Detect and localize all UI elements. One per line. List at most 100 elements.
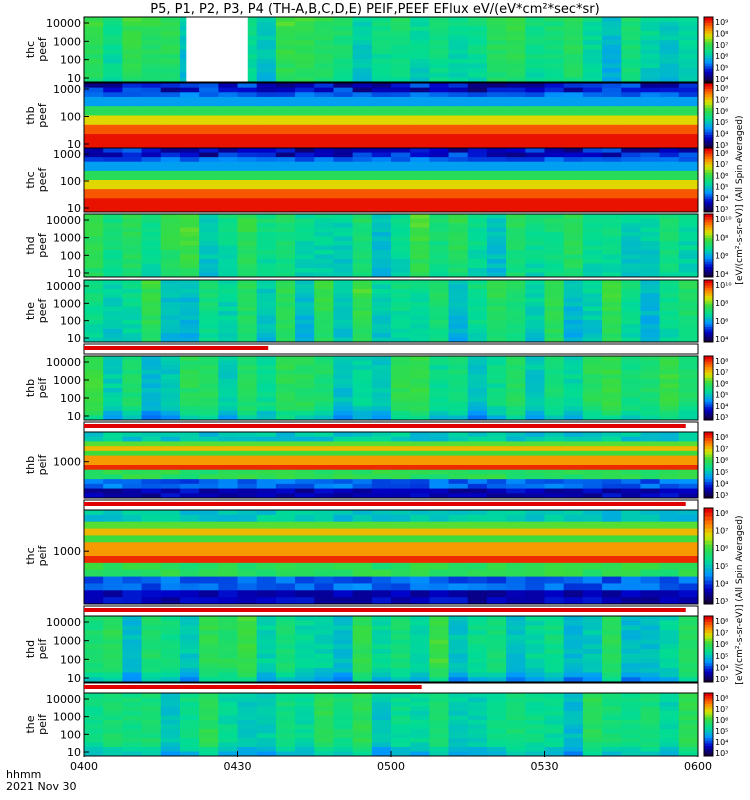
heatmap-cell (84, 576, 104, 584)
heatmap-cell (333, 356, 354, 362)
heatmap-cell (467, 189, 488, 195)
heatmap-cell (525, 83, 545, 89)
heatmap-cell (122, 720, 143, 725)
heatmap-cell (141, 241, 162, 246)
heatmap-cell (256, 115, 277, 121)
colorbar-tick-label: 10⁵ (715, 562, 728, 571)
heatmap-cell (563, 21, 584, 27)
heatmap-cell (84, 365, 104, 371)
heatmap-cell (544, 198, 565, 204)
heatmap-cell (371, 479, 392, 485)
heatmap-cell (295, 639, 315, 645)
heatmap-cell (218, 157, 238, 163)
heatmap-cell (582, 441, 603, 447)
heatmap-cell (391, 40, 411, 46)
heatmap-cell (659, 293, 680, 299)
heatmap-cell (429, 521, 450, 530)
heatmap-cell (333, 106, 354, 112)
heatmap-cell (448, 288, 469, 294)
heatmap-cell (84, 166, 104, 172)
heatmap-cell (448, 583, 469, 591)
heatmap-cell (640, 161, 661, 167)
heatmap-cell (410, 288, 430, 294)
heatmap-cell (640, 143, 661, 149)
heatmap-cell (448, 410, 469, 416)
heatmap-cell (410, 644, 430, 650)
heatmap-cell (179, 724, 200, 730)
heatmap-cell (218, 175, 238, 181)
heatmap-cell (160, 469, 181, 475)
heatmap-cell (448, 17, 469, 23)
heatmap-cell (429, 21, 450, 27)
heatmap-cell (237, 751, 258, 757)
heatmap-cell (160, 68, 181, 74)
heatmap-cell (410, 324, 430, 330)
heatmap-cell (122, 328, 143, 334)
heatmap-cell (160, 250, 181, 255)
heatmap-cell (544, 250, 565, 255)
heatmap-cell (506, 58, 526, 64)
colorbar-segment (704, 459, 713, 463)
colorbar-tick-label: 10⁷ (715, 41, 728, 50)
heatmap-cell (410, 450, 430, 457)
heatmap-cell (333, 124, 354, 130)
heatmap-cell (486, 493, 507, 499)
heatmap-cell (84, 87, 104, 93)
heatmap-cell (237, 542, 258, 550)
heatmap-cell (544, 528, 565, 536)
heatmap-cell (199, 166, 219, 172)
heatmap-cell (506, 319, 526, 325)
heatmap-cell (275, 166, 296, 172)
heatmap-cell (429, 415, 450, 421)
heatmap-cell (602, 49, 622, 55)
heatmap-cell (371, 450, 392, 457)
heatmap-cell (199, 202, 219, 208)
heatmap-cell (141, 667, 162, 674)
heatmap-cell (256, 446, 277, 452)
colorbar-segment (704, 308, 713, 312)
heatmap-cell (506, 406, 526, 412)
heatmap-cell (218, 333, 238, 339)
heatmap-cell (141, 152, 162, 158)
colorbar-segment (704, 68, 713, 72)
heatmap-cell (410, 17, 430, 23)
heatmap-cell (84, 124, 104, 130)
heatmap-cell (429, 302, 450, 308)
heatmap-cell (275, 293, 296, 299)
heatmap-cell (467, 556, 488, 564)
heatmap-cell (256, 747, 277, 752)
panel-frame (83, 16, 699, 83)
heatmap-cell (275, 616, 296, 622)
colorbar-segment (704, 280, 713, 284)
heatmap-cell (160, 189, 181, 195)
heatmap-cell (84, 92, 104, 98)
heatmap-cell (621, 166, 641, 172)
heatmap-cell (84, 388, 104, 394)
heatmap-cell (295, 672, 315, 678)
heatmap-cell (333, 488, 354, 494)
heatmap-cell (467, 250, 488, 255)
heatmap-cell (333, 733, 354, 739)
panel-probe-label: thb (24, 106, 37, 124)
heatmap-cell (410, 232, 430, 237)
heatmap-cell (640, 474, 661, 480)
heatmap-cell (582, 356, 603, 362)
colorbar-segment (704, 732, 713, 736)
heatmap-cell (179, 170, 200, 176)
heatmap-cell (295, 369, 315, 375)
heatmap-cell (506, 542, 526, 550)
heatmap-cell (103, 620, 123, 626)
heatmap-cell (602, 742, 622, 748)
heatmap-cell (256, 319, 277, 325)
heatmap-cell (333, 729, 354, 734)
heatmap-cell (391, 148, 411, 154)
heatmap-cell (295, 40, 315, 46)
heatmap-cell (333, 101, 354, 107)
heatmap-cell (448, 161, 469, 167)
heatmap-cell (333, 576, 354, 584)
heatmap-cell (506, 630, 526, 636)
heatmap-cell (544, 742, 565, 748)
heatmap-cell (84, 521, 104, 530)
heatmap-cell (141, 44, 162, 50)
heatmap-cell (391, 120, 411, 126)
